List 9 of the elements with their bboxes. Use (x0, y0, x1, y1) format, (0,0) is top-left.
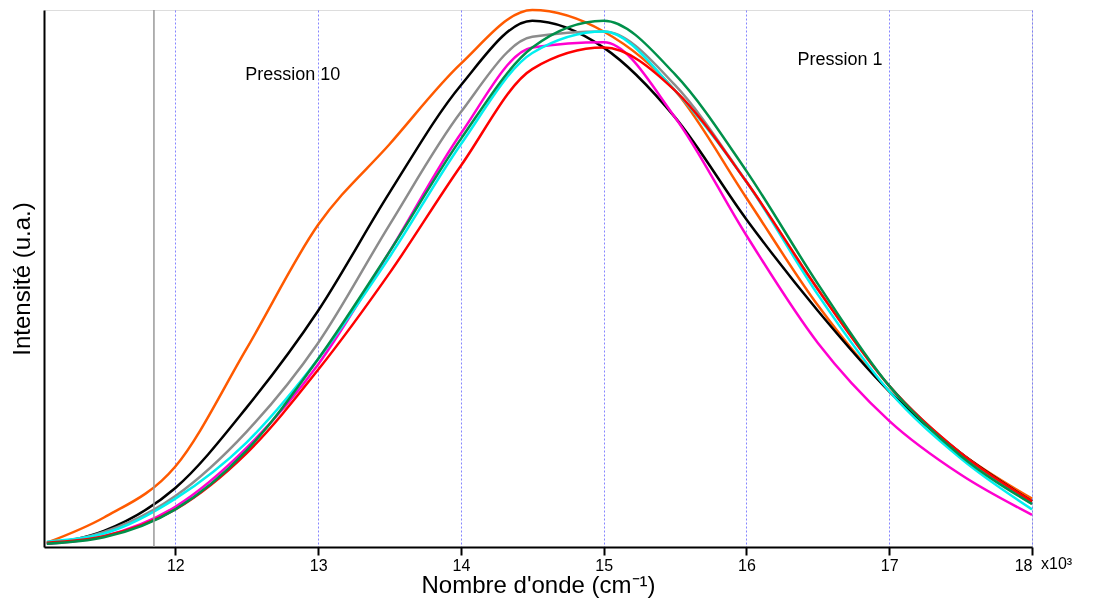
y-axis-title: Intensité (u.a.) (7, 202, 35, 356)
x-tick-label: 18 (1014, 556, 1033, 574)
x-tick-label: 16 (738, 556, 756, 574)
x-tick-label: 17 (880, 556, 899, 574)
text: x10³ (1041, 555, 1073, 572)
annotation: Pression 1 (797, 49, 883, 69)
x-tick-label: 12 (166, 556, 185, 574)
x-tick-label: 13 (309, 556, 328, 574)
annotation: Pression 10 (245, 64, 341, 84)
